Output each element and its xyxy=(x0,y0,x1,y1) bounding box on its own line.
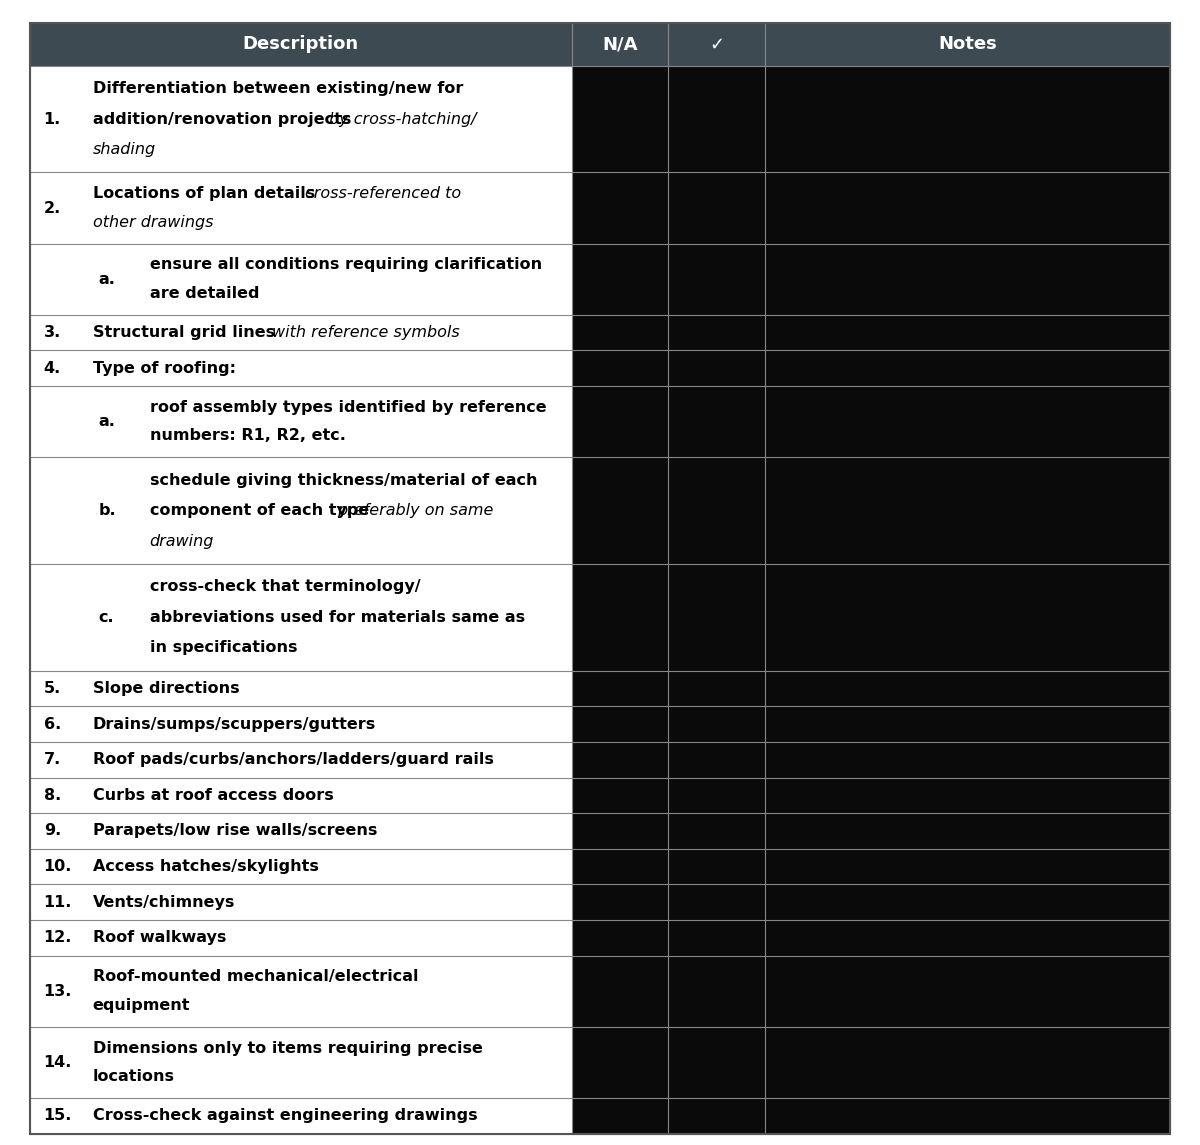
Text: 4.: 4. xyxy=(43,361,61,376)
FancyBboxPatch shape xyxy=(571,706,1170,742)
FancyBboxPatch shape xyxy=(30,564,571,671)
FancyBboxPatch shape xyxy=(571,564,1170,671)
Text: 8.: 8. xyxy=(43,788,61,803)
FancyBboxPatch shape xyxy=(30,350,571,386)
FancyBboxPatch shape xyxy=(571,457,1170,564)
Text: cross-check that terminology/: cross-check that terminology/ xyxy=(150,579,420,594)
Text: other drawings: other drawings xyxy=(92,215,214,230)
FancyBboxPatch shape xyxy=(30,457,571,564)
Text: Dimensions only to items requiring precise: Dimensions only to items requiring preci… xyxy=(92,1041,482,1056)
Text: Vents/chimneys: Vents/chimneys xyxy=(92,894,235,909)
Text: drawing: drawing xyxy=(150,534,214,548)
FancyBboxPatch shape xyxy=(30,956,571,1027)
FancyBboxPatch shape xyxy=(30,65,571,173)
FancyBboxPatch shape xyxy=(571,386,1170,457)
FancyBboxPatch shape xyxy=(571,671,1170,706)
FancyBboxPatch shape xyxy=(30,742,571,777)
Text: abbreviations used for materials same as: abbreviations used for materials same as xyxy=(150,610,524,625)
FancyBboxPatch shape xyxy=(571,919,1170,956)
Text: Roof pads/curbs/anchors/ladders/guard rails: Roof pads/curbs/anchors/ladders/guard ra… xyxy=(92,752,493,767)
Text: numbers: R1, R2, etc.: numbers: R1, R2, etc. xyxy=(150,428,346,443)
Text: 11.: 11. xyxy=(43,894,72,909)
Text: Locations of plan details: Locations of plan details xyxy=(92,187,320,202)
FancyBboxPatch shape xyxy=(571,742,1170,777)
FancyBboxPatch shape xyxy=(30,23,1170,65)
Text: in specifications: in specifications xyxy=(150,640,298,655)
Text: locations: locations xyxy=(92,1069,175,1084)
Text: 13.: 13. xyxy=(43,984,72,998)
Text: 2.: 2. xyxy=(43,200,61,215)
Text: cross-referenced to: cross-referenced to xyxy=(305,187,461,202)
Text: Structural grid lines: Structural grid lines xyxy=(92,325,281,340)
Text: a.: a. xyxy=(98,271,115,286)
Text: Roof walkways: Roof walkways xyxy=(92,930,226,946)
Text: preferably on same: preferably on same xyxy=(337,503,493,518)
Text: 3.: 3. xyxy=(43,325,61,340)
FancyBboxPatch shape xyxy=(571,777,1170,813)
Text: Notes: Notes xyxy=(938,35,997,54)
Text: 14.: 14. xyxy=(43,1055,72,1069)
FancyBboxPatch shape xyxy=(571,848,1170,884)
Text: 7.: 7. xyxy=(43,752,61,767)
FancyBboxPatch shape xyxy=(571,1098,1170,1134)
Text: Type of roofing:: Type of roofing: xyxy=(92,361,235,376)
FancyBboxPatch shape xyxy=(571,813,1170,848)
Text: Parapets/low rise walls/screens: Parapets/low rise walls/screens xyxy=(92,823,377,838)
FancyBboxPatch shape xyxy=(30,173,571,244)
Text: Description: Description xyxy=(242,35,359,54)
Text: a.: a. xyxy=(98,414,115,429)
Text: 1.: 1. xyxy=(43,111,61,126)
Text: 10.: 10. xyxy=(43,859,72,874)
FancyBboxPatch shape xyxy=(30,848,571,884)
FancyBboxPatch shape xyxy=(30,777,571,813)
Text: Drains/sumps/scuppers/gutters: Drains/sumps/scuppers/gutters xyxy=(92,717,376,732)
FancyBboxPatch shape xyxy=(571,244,1170,315)
FancyBboxPatch shape xyxy=(30,386,571,457)
Text: schedule giving thickness/material of each: schedule giving thickness/material of ea… xyxy=(150,473,538,488)
Text: Access hatches/skylights: Access hatches/skylights xyxy=(92,859,318,874)
Text: ensure all conditions requiring clarification: ensure all conditions requiring clarific… xyxy=(150,258,542,273)
FancyBboxPatch shape xyxy=(571,173,1170,244)
FancyBboxPatch shape xyxy=(30,706,571,742)
Text: roof assembly types identified by reference: roof assembly types identified by refere… xyxy=(150,400,546,414)
Text: 6.: 6. xyxy=(43,717,61,732)
FancyBboxPatch shape xyxy=(571,884,1170,919)
Text: 15.: 15. xyxy=(43,1108,72,1123)
Text: with reference symbols: with reference symbols xyxy=(272,325,460,340)
Text: Slope directions: Slope directions xyxy=(92,681,239,696)
Text: are detailed: are detailed xyxy=(150,286,259,301)
Text: Cross-check against engineering drawings: Cross-check against engineering drawings xyxy=(92,1108,478,1123)
FancyBboxPatch shape xyxy=(30,315,571,350)
Text: b.: b. xyxy=(98,503,116,518)
FancyBboxPatch shape xyxy=(571,350,1170,386)
Text: component of each type: component of each type xyxy=(150,503,374,518)
Text: shading: shading xyxy=(92,142,156,157)
Text: N/A: N/A xyxy=(602,35,637,54)
Text: 12.: 12. xyxy=(43,930,72,946)
FancyBboxPatch shape xyxy=(30,1098,571,1134)
FancyBboxPatch shape xyxy=(30,919,571,956)
Text: Roof-mounted mechanical/electrical: Roof-mounted mechanical/electrical xyxy=(92,970,419,985)
Text: ✓: ✓ xyxy=(709,35,725,54)
Text: Differentiation between existing/new for: Differentiation between existing/new for xyxy=(92,81,463,96)
FancyBboxPatch shape xyxy=(30,244,571,315)
FancyBboxPatch shape xyxy=(571,315,1170,350)
Text: equipment: equipment xyxy=(92,998,190,1013)
Text: c.: c. xyxy=(98,610,114,625)
Text: Curbs at roof access doors: Curbs at roof access doors xyxy=(92,788,334,803)
FancyBboxPatch shape xyxy=(30,884,571,919)
FancyBboxPatch shape xyxy=(30,813,571,848)
FancyBboxPatch shape xyxy=(571,65,1170,173)
Text: 9.: 9. xyxy=(43,823,61,838)
FancyBboxPatch shape xyxy=(30,1027,571,1098)
Text: addition/renovation projects: addition/renovation projects xyxy=(92,111,356,126)
FancyBboxPatch shape xyxy=(571,1027,1170,1098)
FancyBboxPatch shape xyxy=(30,671,571,706)
Text: 5.: 5. xyxy=(43,681,61,696)
Text: by cross-hatching/: by cross-hatching/ xyxy=(329,111,476,126)
FancyBboxPatch shape xyxy=(571,956,1170,1027)
